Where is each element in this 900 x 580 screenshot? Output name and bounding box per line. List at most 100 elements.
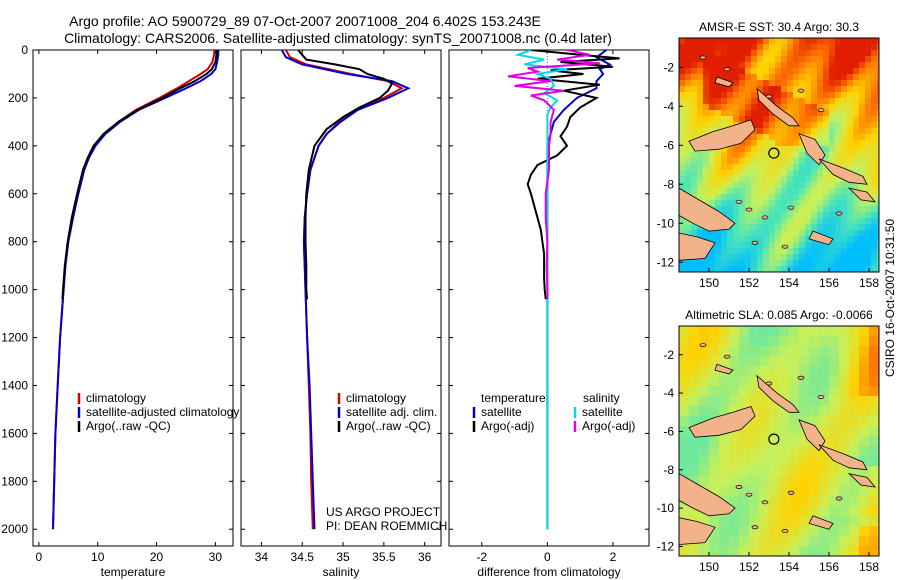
xtick-label: 34.5 xyxy=(291,550,315,564)
ytick-label: 200 xyxy=(8,91,28,105)
small-island xyxy=(787,205,795,210)
xtick-label: 35.5 xyxy=(372,550,396,564)
profile-location-marker xyxy=(768,147,780,159)
small-island xyxy=(699,55,707,60)
map-ytick-label: -12 xyxy=(657,255,675,269)
ytick-label: 600 xyxy=(8,187,28,201)
map-xtick-label: 156 xyxy=(819,560,839,574)
legend-title-salinity: salinity xyxy=(583,391,620,405)
xtick-label: 34 xyxy=(255,550,269,564)
land-mass xyxy=(679,517,716,545)
legend-label: satellite xyxy=(582,405,623,419)
map-title: AMSR-E SST: 30.4 Argo: 30.3 xyxy=(699,20,859,34)
map-ytick-label: -4 xyxy=(663,99,674,113)
header-line-2: Climatology: CARS2006. Satellite-adjuste… xyxy=(64,30,612,46)
annotation-project: US ARGO PROJECT xyxy=(326,505,441,519)
map-frame xyxy=(678,325,880,557)
legend-label: Argo(-adj) xyxy=(481,419,534,433)
map-ytick-label: -4 xyxy=(663,386,674,400)
series-line-salinity-argo-adj- xyxy=(507,50,600,300)
x-axis-label: difference from climatology xyxy=(477,565,620,579)
small-island xyxy=(723,67,731,72)
map-ytick-label: -8 xyxy=(663,463,674,477)
ytick-label: 1600 xyxy=(1,426,28,440)
land-mass xyxy=(847,472,876,488)
land-mass xyxy=(688,119,756,152)
map-field-sla xyxy=(679,326,879,556)
map-ytick-label: -6 xyxy=(663,138,674,152)
legend-label: Argo(-adj) xyxy=(582,419,635,433)
series-line-argo-raw-qc- xyxy=(61,50,219,300)
legend-label: Argo(..raw -QC) xyxy=(346,419,431,433)
map-ytick-label: -6 xyxy=(663,424,674,438)
small-island xyxy=(745,207,753,212)
map-frame xyxy=(678,37,880,273)
small-island xyxy=(765,94,773,99)
plot-frame-3 xyxy=(448,49,650,547)
small-island xyxy=(761,215,769,220)
land-mass xyxy=(808,230,834,246)
header-line-1: Argo profile: AO 5900729_89 07-Oct-2007 … xyxy=(69,13,541,29)
map-xtick-label: 156 xyxy=(819,276,839,290)
map-xtick-label: 150 xyxy=(699,560,719,574)
xtick-label: 10 xyxy=(91,550,105,564)
small-island xyxy=(765,381,773,386)
land-mass xyxy=(679,232,716,261)
land-mass xyxy=(818,444,868,471)
ytick-label: 1000 xyxy=(1,283,28,297)
ytick-label: 1800 xyxy=(1,474,28,488)
land-mass xyxy=(679,187,736,232)
small-island xyxy=(787,490,795,495)
map-xtick-label: 154 xyxy=(779,560,799,574)
map-xtick-label: 154 xyxy=(779,276,799,290)
xtick-label: 36 xyxy=(418,550,432,564)
map-ytick-label: -8 xyxy=(663,177,674,191)
small-island xyxy=(781,529,789,534)
land-mass xyxy=(679,473,736,517)
plot-frame-2 xyxy=(240,49,442,547)
x-axis-label: salinity xyxy=(323,565,360,579)
small-island xyxy=(735,485,743,489)
legend-label: climatology xyxy=(86,391,146,405)
map-ytick-label: -2 xyxy=(663,60,674,74)
legend-label: satellite adj. clim. xyxy=(346,405,437,419)
map-ytick-label: -12 xyxy=(657,539,675,553)
map-xtick-label: 152 xyxy=(739,276,759,290)
series-line-satellite-adjusted-climatology xyxy=(52,50,220,530)
small-island xyxy=(835,496,843,501)
small-island xyxy=(797,88,805,93)
xtick-label: 30 xyxy=(209,550,223,564)
land-mass xyxy=(847,187,876,203)
map-xtick-label: 150 xyxy=(699,276,719,290)
legend-label: Argo(..raw -QC) xyxy=(86,419,171,433)
annotation-pi: PI: DEAN ROEMMICH xyxy=(326,519,447,533)
legend-label: climatology xyxy=(346,391,406,405)
small-island xyxy=(797,375,805,380)
legend-label: satellite xyxy=(481,405,522,419)
land-mass xyxy=(808,515,834,530)
series-line-satellite-adj-clim- xyxy=(280,50,411,530)
map-xtick-label: 158 xyxy=(859,560,879,574)
legend-label: satellite-adjusted climatology xyxy=(86,405,239,419)
ytick-label: 2000 xyxy=(1,522,28,536)
ytick-label: 400 xyxy=(8,139,28,153)
land-mass xyxy=(818,158,868,185)
small-island xyxy=(817,108,825,113)
xtick-label: -2 xyxy=(476,550,487,564)
map-field-sst xyxy=(679,38,879,272)
map-ytick-label: -10 xyxy=(657,501,675,515)
land-mass xyxy=(688,406,756,438)
map-xtick-label: 158 xyxy=(859,276,879,290)
series-line-argo-raw-qc- xyxy=(297,50,394,300)
small-island xyxy=(745,492,753,497)
xtick-label: 0 xyxy=(36,550,43,564)
small-island xyxy=(781,244,789,249)
small-island xyxy=(751,240,759,245)
small-island xyxy=(835,211,843,216)
xtick-label: 2 xyxy=(610,550,617,564)
credit-label: CSIRO 16-Oct-2007 10:31:50 xyxy=(883,219,897,377)
ytick-label: 1200 xyxy=(1,331,28,345)
ytick-label: 800 xyxy=(8,235,28,249)
land-mass xyxy=(714,363,734,375)
